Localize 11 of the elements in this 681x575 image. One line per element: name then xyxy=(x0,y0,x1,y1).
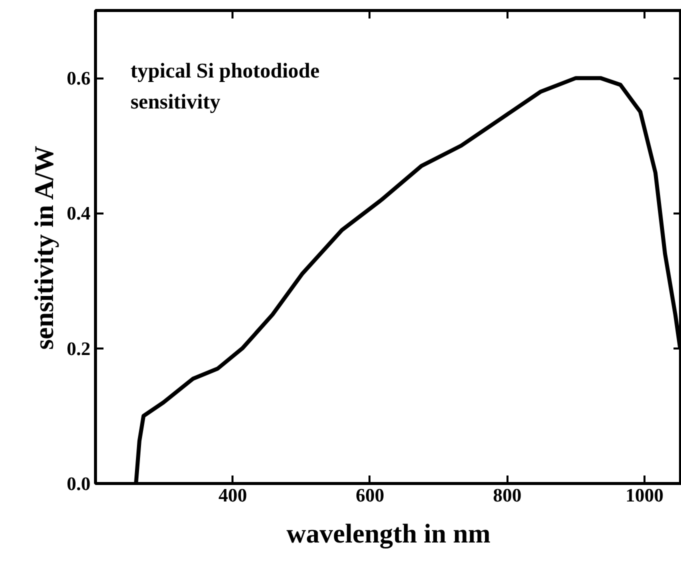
x-tick-label: 400 xyxy=(218,486,247,506)
y-tick-label: 0.4 xyxy=(66,204,91,225)
annotation: typical Si photodiode sensitivity xyxy=(130,58,320,114)
y-axis-title: sensitivity in A/W xyxy=(28,146,59,350)
y-tick-label: 0.2 xyxy=(66,338,90,360)
x-tick-label: 800 xyxy=(492,486,522,506)
y-tick-label: 0.6 xyxy=(66,68,90,90)
x-tick-label: 1000 xyxy=(625,486,664,506)
x-tick-label: 600 xyxy=(356,486,384,506)
x-axis-title: wavelength in nm xyxy=(286,518,492,548)
y-tick-label: 0.0 xyxy=(66,474,90,495)
